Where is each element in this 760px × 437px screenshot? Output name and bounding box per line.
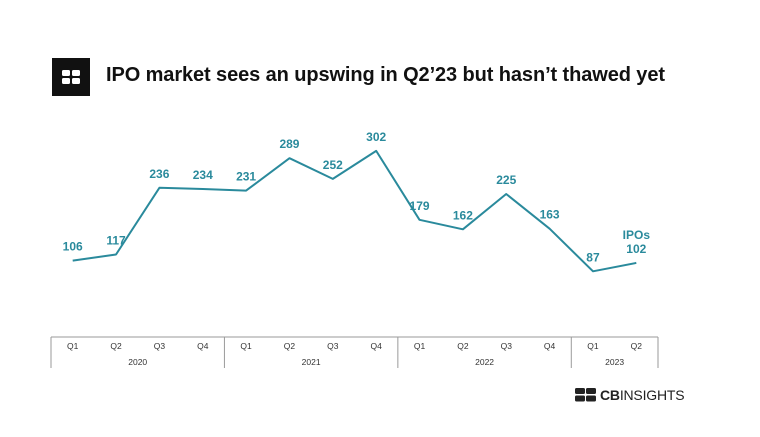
x-tick-label: Q3	[154, 341, 166, 351]
data-label: 102	[626, 242, 646, 256]
data-label: 236	[149, 167, 169, 181]
year-label: 2022	[475, 357, 494, 367]
data-label-group: 106 117 236 234 231 289 252 302 179 162 225 163 87 10…	[63, 130, 651, 264]
x-tick-label: Q2	[457, 341, 469, 351]
x-tick-label: Q4	[544, 341, 556, 351]
series-line-group	[72, 149, 637, 273]
x-tick-label: Q3	[501, 341, 513, 351]
x-tick-label: Q1	[587, 341, 599, 351]
data-label: 225	[496, 173, 516, 187]
data-label: 302	[366, 130, 386, 144]
x-axis: Q1 Q2 Q3 Q4 Q1 Q2 Q3 Q4 Q1 Q2 Q3 Q4 Q1 Q2 2020 2021 2022…	[50, 336, 659, 368]
chart-title: IPO market sees an upswing in Q2’23 but …	[106, 64, 665, 86]
x-tick-label: Q4	[197, 341, 209, 351]
data-label: 117	[106, 233, 126, 247]
x-tick-label: Q4	[371, 341, 383, 351]
x-tick-label: Q3	[327, 341, 339, 351]
series-line-ipos	[72, 149, 637, 273]
x-tick-label: Q1	[240, 341, 252, 351]
x-tick-label: Q2	[110, 341, 122, 351]
data-label: 106	[63, 240, 83, 254]
cb-insights-logo-icon	[52, 58, 90, 96]
data-label: 162	[453, 208, 473, 222]
brand-watermark: CBINSIGHTS	[575, 386, 685, 404]
brand-bold: CB	[600, 387, 620, 403]
data-label: 252	[323, 158, 343, 172]
cb-mark-icon	[575, 388, 596, 402]
data-label: 231	[236, 170, 256, 184]
x-tick-label: Q1	[414, 341, 426, 351]
x-tick-label: Q2	[284, 341, 296, 351]
data-label: 234	[193, 168, 213, 182]
data-label: 87	[586, 250, 600, 264]
year-label: 2023	[605, 357, 624, 367]
data-label: 289	[279, 137, 299, 151]
x-tick-label: Q1	[67, 341, 79, 351]
year-label: 2021	[302, 357, 321, 367]
data-label: 163	[540, 208, 560, 222]
x-tick-label: Q2	[631, 341, 643, 351]
data-label: 179	[410, 199, 430, 213]
series-name-label: IPOs	[623, 228, 651, 242]
brand-rest: INSIGHTS	[619, 387, 685, 403]
year-label: 2020	[128, 357, 147, 367]
